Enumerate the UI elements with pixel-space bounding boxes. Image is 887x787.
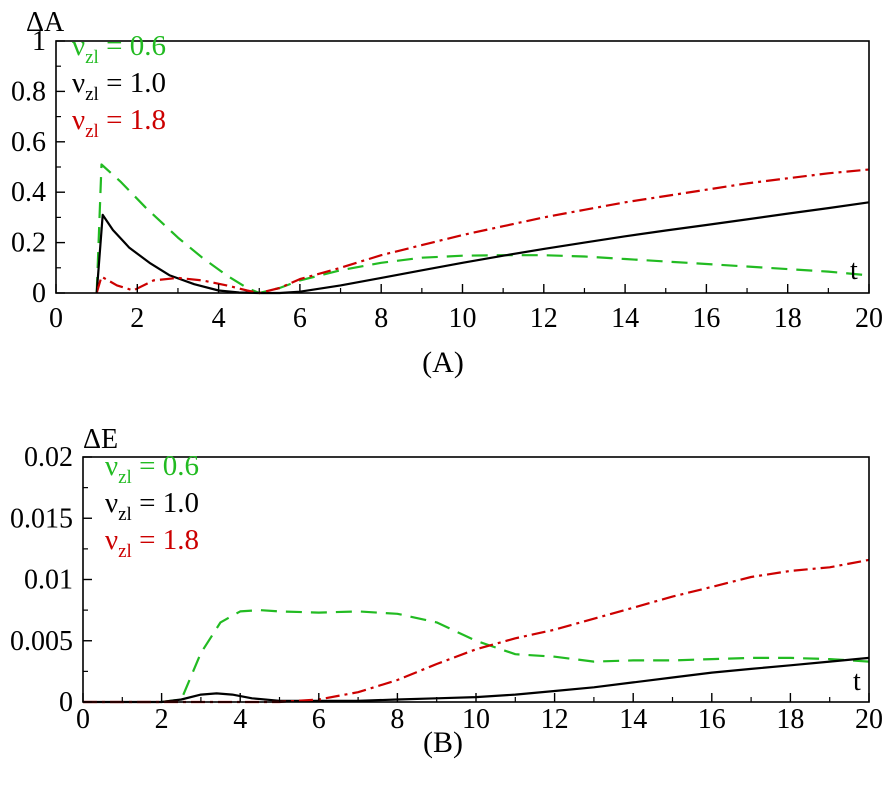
panel-a-y-tick-label: 0.2 [11, 228, 46, 259]
panel-b-legend-entry-2: νzl = 1.0 [105, 487, 199, 525]
panel-a-y-tick-label: 0 [32, 278, 46, 309]
panel-b-x-tick-label: 8 [390, 704, 404, 735]
panel-b-x-tick-label: 20 [855, 704, 883, 735]
panel-b-chart: 0 2 4 6 8 10 12 14 16 18 20 0 0.005 0.01 0.015 0.02 ΔE… [10, 424, 883, 759]
panel-b-x-tick-label: 16 [698, 704, 726, 735]
panel-a-y-tick-label: 0.8 [11, 76, 46, 107]
panel-b-legend-entry-1: νzl = 0.6 [105, 450, 199, 488]
panel-b-y-tick-label: 0.01 [24, 565, 73, 596]
panel-a-x-tick-label: 16 [692, 303, 720, 334]
panel-a-y-tick-label: 1 [32, 26, 46, 57]
panel-a-series-3-line [95, 168, 870, 295]
panel-a-chart: 0 2 4 6 8 10 12 14 16 18 20 0 0.2 0.4 0.6 0.8 1 ΔA t νz… [11, 7, 883, 379]
panel-b-x-tick-label: 6 [312, 704, 326, 735]
panel-b-x-tick-label: 10 [462, 704, 490, 735]
panel-b-label: (B) [423, 726, 463, 759]
panel-a-x-tick-label: 14 [611, 303, 639, 334]
panel-a-legend-entry-3: νzl = 1.8 [72, 104, 166, 142]
panel-b-x-tick-label: 2 [155, 704, 169, 735]
panel-b-x-tick-label: 12 [541, 704, 569, 735]
panel-b-x-tick-label: 4 [233, 704, 247, 735]
panel-a-legend-entry-1: νzl = 0.6 [72, 30, 166, 68]
panel-a-legend-entry-2: νzl = 1.0 [72, 67, 166, 105]
panel-a-x-tick-label: 0 [49, 303, 63, 334]
panel-b-x-axis-label: t [853, 666, 861, 697]
panel-b-plot-lines [83, 558, 870, 704]
panel-a-x-tick-label: 20 [855, 303, 883, 334]
panel-a-label: (A) [422, 346, 464, 379]
panel-a-y-axis-label: ΔA [26, 7, 65, 38]
panel-a-x-tick-label: 10 [449, 303, 477, 334]
panel-b-y-tick-label: 0.02 [24, 442, 73, 473]
panel-a-series-2-line [95, 201, 870, 295]
panel-b-y-tick-label: 0 [59, 687, 73, 718]
panel-a-x-tick-label: 18 [774, 303, 802, 334]
panel-a-plot-lines [95, 163, 870, 295]
panel-b-x-tick-label: 14 [619, 704, 647, 735]
panel-a-x-axis-label: t [850, 255, 858, 286]
panel-b-plot-frame [82, 456, 870, 703]
panel-a-y-tick-label: 0.6 [11, 127, 46, 158]
panel-a-x-tick-label: 4 [212, 303, 226, 334]
panel-b-x-tick-label: 0 [76, 704, 90, 735]
panel-b-legend-entry-3: νzl = 1.8 [105, 524, 199, 562]
panel-a-series-1-line [95, 163, 870, 295]
panel-a-x-tick-label: 12 [530, 303, 558, 334]
panel-a-x-ticks: 0 2 4 6 8 10 12 14 16 18 20 [49, 284, 883, 334]
panel-b-series-3-line [83, 558, 870, 704]
panel-a-y-tick-label: 0.4 [11, 177, 46, 208]
panel-b-y-axis-label: ΔE [83, 424, 118, 455]
panel-b-x-tick-label: 18 [776, 704, 804, 735]
panel-b-y-ticks: 0 0.005 0.01 0.015 0.02 [10, 442, 92, 718]
panel-b-y-tick-label: 0.015 [10, 503, 73, 534]
panel-a-x-tick-label: 8 [374, 303, 388, 334]
panel-a-x-tick-label: 6 [293, 303, 307, 334]
panel-b-y-tick-label: 0.005 [10, 626, 73, 657]
panel-b-x-ticks: 0 2 4 6 8 10 12 14 16 18 20 [76, 693, 883, 735]
panel-a-y-ticks: 0 0.2 0.4 0.6 0.8 1 [11, 26, 65, 309]
panel-b-series-1-line [161, 608, 870, 704]
panel-a-x-tick-label: 2 [130, 303, 144, 334]
